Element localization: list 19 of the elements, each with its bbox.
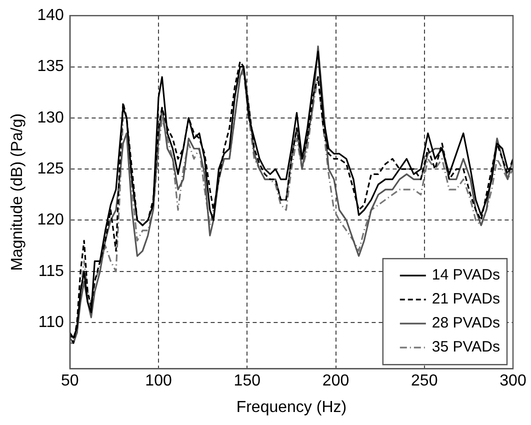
legend-label: 21 PVADs xyxy=(432,290,500,308)
y-tick-label: 115 xyxy=(38,262,64,280)
x-tick-label: 300 xyxy=(500,372,526,390)
legend-label: 14 PVADs xyxy=(432,266,500,284)
x-tick-label: 100 xyxy=(145,372,172,390)
y-tick-label: 130 xyxy=(37,109,64,126)
y-axis-title: Magnitude (dB) (Pa/g) xyxy=(9,113,26,271)
y-tick-label: 125 xyxy=(37,160,64,178)
y-tick-label: 135 xyxy=(37,58,64,76)
y-tick-label: 120 xyxy=(37,212,64,229)
x-tick-label: 150 xyxy=(234,372,261,390)
x-axis-title: Frequency (Hz) xyxy=(236,398,347,416)
legend-label: 35 PVADs xyxy=(432,338,500,356)
x-tick-label: 50 xyxy=(60,372,79,390)
y-tick-label: 110 xyxy=(38,314,64,331)
x-tick-label: 250 xyxy=(411,372,438,390)
x-tick-label: 200 xyxy=(322,372,350,390)
legend-label: 28 PVADs xyxy=(432,314,500,332)
y-tick-label: 140 xyxy=(37,7,64,24)
